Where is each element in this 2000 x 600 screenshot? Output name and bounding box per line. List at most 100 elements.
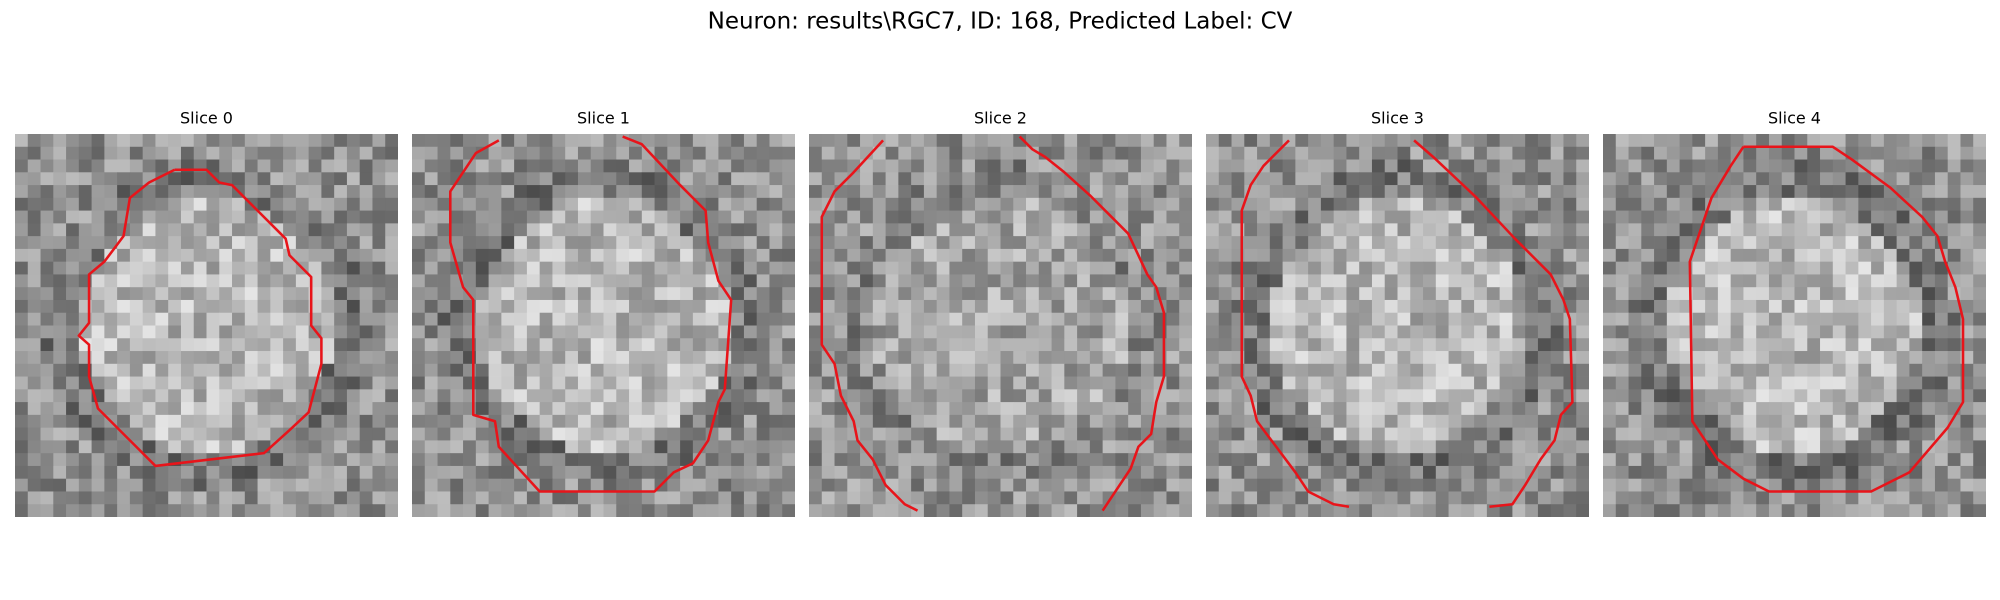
pixel: [1295, 491, 1309, 505]
pixel: [1371, 248, 1386, 263]
pixel: [1435, 312, 1449, 326]
pixel: [885, 402, 899, 416]
pixel: [168, 274, 182, 288]
pixel: [1333, 159, 1347, 173]
pixel: [743, 453, 758, 467]
pixel: [244, 440, 258, 454]
pixel: [1397, 491, 1411, 505]
pixel: [1820, 478, 1834, 492]
pixel: [705, 223, 719, 237]
pixel: [1089, 351, 1104, 365]
pixel: [1641, 299, 1655, 314]
pixel: [1282, 185, 1296, 199]
pixel: [168, 299, 182, 314]
pixel: [412, 134, 426, 148]
pixel: [552, 261, 566, 275]
pixel: [1308, 236, 1322, 250]
pixel: [1563, 197, 1577, 211]
pixel: [27, 134, 41, 148]
pixel: [1679, 389, 1693, 403]
pixel: [1871, 414, 1885, 429]
pixel: [1371, 146, 1386, 160]
pixel: [1820, 325, 1834, 339]
pixel: [1474, 210, 1488, 224]
pixel: [1781, 414, 1795, 429]
pixel: [1051, 287, 1065, 301]
pixel: [962, 478, 976, 492]
pixel: [847, 287, 861, 301]
pixel: [117, 338, 131, 352]
pixel: [27, 427, 41, 441]
pixel: [1346, 363, 1360, 377]
pixel: [359, 312, 373, 326]
pixel: [847, 197, 861, 211]
pixel: [385, 465, 398, 480]
pixel: [488, 185, 502, 199]
pixel: [1384, 248, 1398, 263]
pixel: [1486, 453, 1501, 467]
pixel: [1244, 197, 1258, 211]
pixel: [1102, 185, 1116, 199]
pixel: [1807, 210, 1821, 224]
pixel: [782, 134, 795, 148]
pixel: [1960, 172, 1974, 186]
pixel: [629, 172, 643, 186]
pixel: [1628, 414, 1642, 429]
pixel: [1153, 465, 1167, 480]
pixel: [1026, 453, 1040, 467]
pixel: [1525, 351, 1539, 365]
pixel: [1845, 363, 1859, 377]
pixel: [359, 453, 373, 467]
pixel: [155, 287, 169, 301]
pixel: [1743, 478, 1757, 492]
pixel: [321, 478, 335, 492]
pixel: [78, 236, 92, 250]
pixel: [1756, 363, 1770, 377]
pixel: [974, 453, 989, 467]
pixel: [885, 363, 899, 377]
pixel: [1947, 338, 1961, 352]
pixel: [1654, 402, 1668, 416]
pixel: [475, 504, 489, 517]
pixel: [257, 185, 271, 199]
pixel: [27, 389, 41, 403]
pixel: [501, 223, 515, 237]
pixel: [1461, 312, 1475, 326]
pixel: [78, 325, 92, 339]
pixel: [232, 287, 246, 301]
pixel: [1064, 197, 1078, 211]
pixel: [1038, 274, 1052, 288]
pixel: [1692, 274, 1706, 288]
pixel: [450, 351, 464, 365]
pixel: [1909, 248, 1923, 263]
pixel: [911, 453, 925, 467]
pixel: [1960, 504, 1974, 517]
pixel: [1102, 223, 1116, 237]
pixel: [104, 299, 118, 314]
pixel: [936, 389, 950, 403]
pixel: [1909, 134, 1923, 148]
pixel: [514, 414, 528, 429]
pixel: [1858, 274, 1872, 288]
pixel: [1448, 478, 1462, 492]
pixel: [641, 312, 655, 326]
pixel: [577, 465, 592, 480]
pixel: [872, 312, 886, 326]
pixel: [244, 376, 258, 390]
pixel: [244, 504, 258, 517]
pixel: [1692, 172, 1706, 186]
pixel: [1064, 465, 1078, 480]
pixel: [40, 440, 54, 454]
pixel: [641, 478, 655, 492]
pixel: [692, 185, 707, 199]
pixel: [1756, 376, 1770, 390]
pixel: [667, 491, 681, 505]
pixel: [1128, 363, 1142, 377]
pixel: [91, 414, 105, 429]
pixel: [1218, 210, 1232, 224]
pixel: [334, 287, 348, 301]
pixel: [629, 440, 643, 454]
pixel: [692, 351, 707, 365]
pixel: [450, 414, 464, 429]
pixel: [1410, 261, 1424, 275]
